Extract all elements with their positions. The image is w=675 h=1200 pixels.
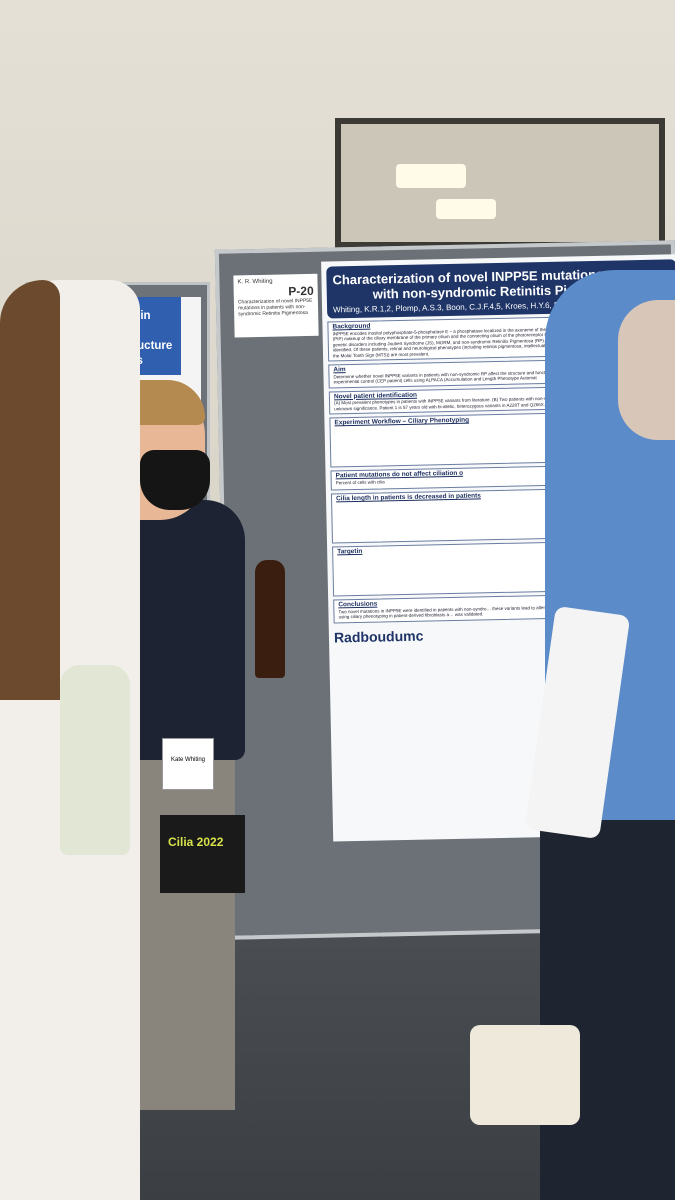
tote-bag: [470, 1025, 580, 1125]
face-mask: [140, 450, 210, 510]
light-reflection: [436, 199, 496, 219]
glass-bottle: [60, 665, 130, 855]
foreground-hair: [0, 280, 60, 700]
badge-name: Kate Whiting: [170, 757, 206, 763]
name-badge: Kate Whiting: [162, 738, 214, 790]
wall-frame: [335, 118, 665, 248]
booklet: Cilia 2022: [160, 815, 245, 893]
label-card: K. R. Whiting P-20 Characterization of n…: [233, 273, 319, 338]
light-reflection: [396, 164, 466, 188]
label-caption: Characterization of novel INPP5E mutatio…: [237, 297, 313, 318]
booklet-title: Cilia 2022: [168, 835, 224, 849]
person-trousers: [140, 760, 235, 1110]
right-person-face: [618, 300, 675, 440]
beer-bottle: [255, 560, 285, 678]
right-person-vest: [540, 820, 675, 1200]
